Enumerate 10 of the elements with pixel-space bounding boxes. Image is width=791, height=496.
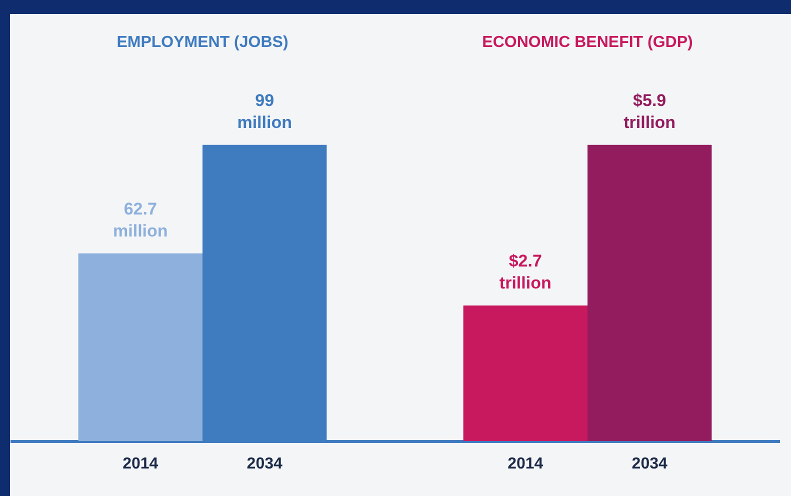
data-label: $5.9 trillion [624, 90, 676, 132]
data-label: 62.7 million [113, 199, 168, 240]
chart-title: EMPLOYMENT (JOBS) [116, 34, 288, 51]
x-tick-label: 2034 [246, 456, 282, 472]
chart-title: ECONOMIC BENEFIT (GDP) [482, 34, 693, 51]
x-tick-label: 2034 [632, 456, 668, 472]
data-label: 99 million [237, 90, 292, 132]
x-tick-label: 2014 [508, 456, 544, 472]
x-tick-label: 2014 [122, 456, 158, 472]
data-label: $2.7 trillion [499, 251, 552, 292]
